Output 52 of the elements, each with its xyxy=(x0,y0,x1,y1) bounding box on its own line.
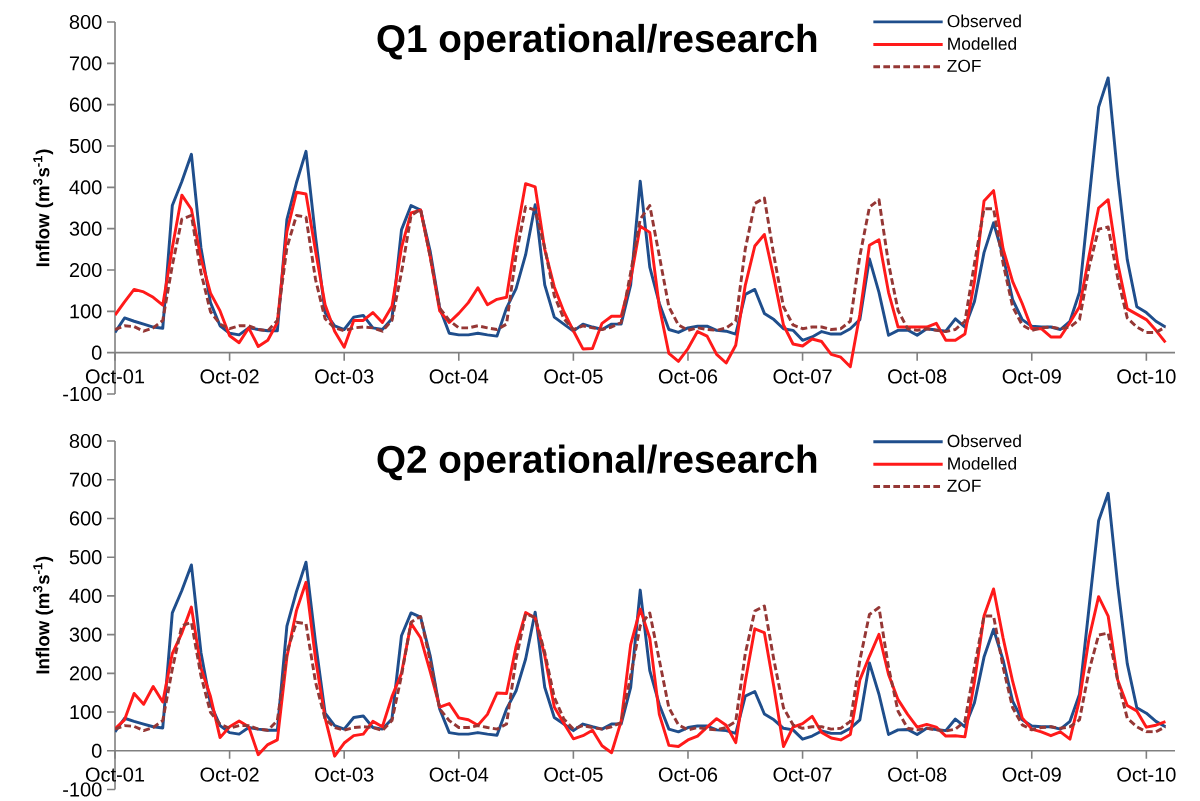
legend-label: Modelled xyxy=(948,456,1017,470)
x-tick-label: Oct-08 xyxy=(888,767,947,782)
y-tick-label: -100 xyxy=(63,782,102,797)
chart-title: Q1 operational/research xyxy=(377,23,817,60)
chart-title: Q2 operational/research xyxy=(377,444,817,481)
y-tick-label: 500 xyxy=(69,550,102,565)
line-series xyxy=(115,196,1167,334)
x-tick-label: Oct-03 xyxy=(315,369,374,384)
y-tick-label: 800 xyxy=(69,14,102,30)
y-tick-label: 600 xyxy=(69,97,102,112)
y-tick-label: 600 xyxy=(69,511,102,526)
y-tick-label: 800 xyxy=(69,433,102,449)
y-tick-label: 0 xyxy=(91,743,102,758)
x-tick-label: Oct-01 xyxy=(85,369,145,384)
y-tick-label: 300 xyxy=(69,221,102,236)
x-tick-label: Oct-10 xyxy=(1117,767,1176,782)
y-tick-label: 200 xyxy=(69,262,102,278)
y-tick-label: -100 xyxy=(63,386,102,402)
y-tick-label: 400 xyxy=(69,180,102,195)
legend-label: ZOF xyxy=(947,479,981,492)
y-tick-label: 500 xyxy=(69,138,102,154)
y-tick-label: 700 xyxy=(69,472,102,487)
x-tick-label: Oct-02 xyxy=(200,369,259,384)
x-tick-label: Oct-07 xyxy=(773,369,832,384)
x-tick-label: Oct-04 xyxy=(429,369,489,384)
x-tick-label: Oct-10 xyxy=(1117,369,1176,384)
legend-label: Observed xyxy=(947,14,1021,28)
x-tick-label: Oct-06 xyxy=(658,767,718,782)
x-tick-label: Oct-09 xyxy=(1002,767,1061,782)
y-tick-label: 0 xyxy=(91,345,102,360)
x-tick-label: Oct-05 xyxy=(544,767,603,782)
y-axis-title: Inflow (m$^{3}$s$^{-1}$) xyxy=(33,556,54,674)
y-tick-label: 200 xyxy=(69,666,102,681)
x-tick-label: Oct-08 xyxy=(888,369,947,384)
y-tick-label: 300 xyxy=(69,627,102,642)
x-tick-label: Oct-04 xyxy=(429,767,489,782)
x-tick-label: Oct-05 xyxy=(544,369,603,384)
x-tick-label: Oct-03 xyxy=(315,767,374,782)
y-tick-label: 700 xyxy=(69,56,102,71)
y-tick-label: 100 xyxy=(70,304,102,319)
line-series xyxy=(115,604,1167,734)
x-tick-label: Oct-09 xyxy=(1002,369,1061,384)
y-axis-title: Inflow (m$^{3}$s$^{-1}$) xyxy=(33,149,54,267)
legend-label: ZOF xyxy=(947,59,981,72)
y-tick-label: 100 xyxy=(70,704,102,720)
x-tick-label: Oct-02 xyxy=(200,767,259,782)
x-tick-label: Oct-07 xyxy=(773,767,832,782)
x-tick-label: Oct-06 xyxy=(658,369,718,384)
x-tick-label: Oct-01 xyxy=(85,767,145,782)
legend-label: Observed xyxy=(947,434,1021,448)
y-tick-label: 400 xyxy=(69,588,102,603)
legend-label: Modelled xyxy=(948,37,1017,50)
